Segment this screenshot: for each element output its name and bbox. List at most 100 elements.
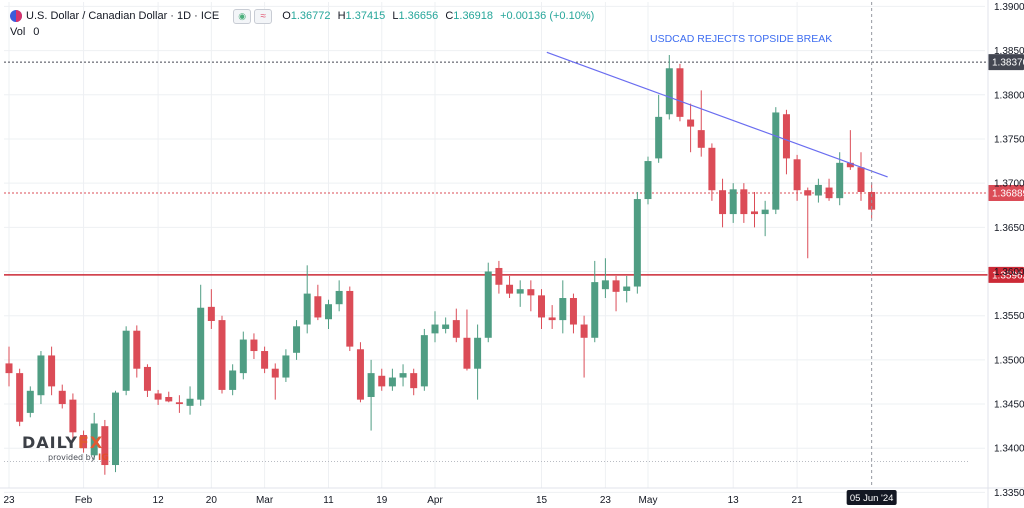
candle-body [229, 370, 237, 390]
candle-body [335, 290, 343, 305]
candle-body [452, 320, 460, 338]
y-tick-label: 1.38500 [994, 46, 1024, 57]
currency-flag-icon [10, 10, 22, 22]
candle-body [356, 349, 364, 400]
candle-body [261, 351, 269, 369]
candle-body [538, 295, 545, 318]
candle-body [676, 68, 684, 117]
candle-body [58, 390, 66, 405]
candle-body [16, 373, 24, 422]
symbol-title[interactable]: U.S. Dollar / Canadian Dollar · 1D · ICE [26, 10, 220, 22]
candle-body [399, 373, 407, 378]
candle-body [516, 289, 524, 294]
candle-body [122, 330, 130, 391]
x-tick-label: 23 [3, 495, 15, 506]
volume-value: 0 [33, 26, 40, 38]
price-level-tag [988, 266, 1024, 283]
x-tick-label: Feb [75, 495, 93, 506]
candle-body [772, 112, 780, 210]
candle-body [623, 286, 631, 291]
x-tick-label: Apr [427, 495, 443, 506]
candle-body [751, 211, 758, 215]
x-tick-label: 13 [728, 495, 740, 506]
candle-body [793, 159, 801, 191]
price-levels: 1.38370 1.36889 1.35962 [4, 54, 1024, 283]
x-tick-label: 15 [536, 495, 548, 506]
price-level-tag [988, 54, 1024, 71]
candle-body [857, 167, 865, 192]
candle-body [218, 320, 226, 390]
x-tick-label: 19 [376, 495, 388, 506]
eye-icon[interactable]: ◉ [233, 8, 252, 24]
crosshair-date-label: 05 Jun '24 [850, 493, 894, 504]
x-tick-label: Mar [256, 495, 274, 506]
candle-body [495, 267, 503, 285]
candle-body [90, 423, 98, 456]
price-level-tag [988, 184, 1024, 201]
logo-ig: IG [98, 453, 109, 463]
x-tick-label: 11 [323, 495, 334, 506]
candle-body [325, 304, 332, 320]
candlestick-series [5, 55, 876, 475]
y-tick-label: 1.34500 [994, 400, 1024, 411]
candle-body [506, 284, 514, 294]
x-tick-label: 12 [153, 495, 165, 506]
price-level-label: 1.38370 [992, 58, 1024, 69]
y-tick-label: 1.34000 [994, 444, 1024, 455]
candle-body [580, 324, 588, 338]
candle-body [644, 161, 652, 200]
approx-icon[interactable]: ≈ [254, 8, 273, 24]
candle-body [687, 119, 695, 127]
candle-body [282, 355, 290, 378]
candle-body [612, 280, 620, 292]
candle-body [836, 162, 844, 199]
crosshair-date-tag [846, 490, 897, 505]
candle-body [442, 324, 450, 329]
candle-body [420, 335, 428, 387]
candle-body [26, 390, 34, 413]
candle-body [154, 393, 162, 400]
volume-legend: Vol 0 [10, 26, 47, 38]
logo-daily: DAILY [22, 433, 78, 452]
candle-body [293, 326, 301, 353]
candle-body [133, 330, 141, 369]
candle-body [410, 373, 418, 389]
candle-body [367, 373, 375, 397]
ohlc-values: O1.36772 H1.37415 L1.36656 C1.36918 +0.0… [282, 10, 595, 22]
trendline-line [546, 51, 888, 178]
dailyfx-logo: DAILYFX provided by IG [22, 433, 109, 463]
y-tick-label: 1.38000 [994, 90, 1024, 101]
trendline [546, 51, 888, 178]
candle-body [101, 426, 109, 466]
candle-body [388, 377, 396, 387]
candle-body [697, 130, 705, 148]
chart-title: USDCAD REJECTS TOPSIDE BREAK [650, 33, 832, 45]
candle-body [346, 290, 354, 347]
candle-body [474, 337, 482, 369]
candle-body [655, 116, 663, 159]
logo-fx: FX [77, 433, 104, 452]
x-tick-label: May [639, 495, 658, 506]
candle-body [463, 337, 471, 369]
y-tick-label: 1.37500 [994, 134, 1024, 145]
candle-body [431, 324, 439, 334]
x-tick-label: 20 [206, 495, 218, 506]
candle-body [112, 392, 119, 466]
x-tick-label: 23 [600, 495, 612, 506]
chart-grid [4, 2, 985, 493]
candle-body [825, 187, 833, 199]
candle-body [740, 189, 748, 215]
candle-body [665, 68, 673, 115]
candle-body [761, 209, 769, 215]
candle-body [271, 368, 279, 378]
candle-body [846, 162, 854, 168]
candle-body [804, 190, 812, 196]
y-tick-label: 1.37000 [994, 179, 1024, 190]
candle-body [143, 366, 151, 391]
candle-body [569, 298, 577, 325]
candle-body [548, 317, 556, 321]
candle-body [80, 434, 88, 449]
candle-body [633, 199, 641, 287]
